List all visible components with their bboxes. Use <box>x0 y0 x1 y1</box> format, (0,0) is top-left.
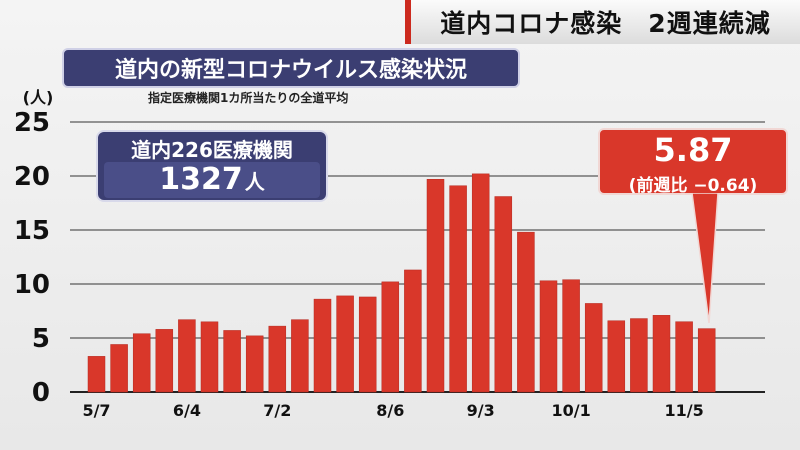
x-tick-label: 6/4 <box>173 401 201 420</box>
bar <box>539 280 558 393</box>
bar <box>562 279 580 393</box>
bar <box>584 303 603 393</box>
callout-pointer <box>691 193 719 324</box>
callout-value: 5.87 <box>653 131 733 169</box>
y-tick-label: 5 <box>32 324 50 354</box>
x-tick-label: 11/5 <box>664 401 703 420</box>
bar <box>404 269 422 393</box>
bar <box>291 319 309 393</box>
info-box-value: 1327 <box>159 162 243 197</box>
bar <box>471 173 490 393</box>
bar <box>517 231 535 393</box>
bar <box>313 298 332 393</box>
info-box: 道内226医療機関 1327 人 <box>96 130 328 202</box>
bar <box>630 318 648 393</box>
bar <box>697 328 716 393</box>
x-tick-label: 7/2 <box>263 401 291 420</box>
chart-subtitle: 指定医療機関1カ所当たりの全道平均 <box>148 91 349 105</box>
bar <box>358 296 377 393</box>
y-tick-label: 20 <box>14 162 50 192</box>
bar <box>132 333 151 393</box>
bar <box>381 281 400 393</box>
y-tick-label: 10 <box>14 270 50 300</box>
y-axis-ticks: (人) 0 5 10 15 20 25 <box>14 88 54 408</box>
bar <box>87 356 106 393</box>
headline: 道内コロナ感染 2週連続減 <box>405 0 800 44</box>
bar <box>245 335 264 393</box>
bar <box>675 321 693 393</box>
x-tick-label: 9/3 <box>467 401 495 420</box>
bar <box>652 315 671 393</box>
info-box-value-panel: 1327 人 <box>104 162 320 198</box>
bar <box>426 178 445 393</box>
chart-title: 道内の新型コロナウイルス感染状況 <box>62 48 520 88</box>
bar <box>178 319 196 393</box>
bar <box>155 329 174 393</box>
bar <box>200 321 219 393</box>
latest-value-callout: 5.87 (前週比 −0.64) <box>598 128 788 196</box>
x-tick-label: 5/7 <box>82 401 110 420</box>
bar <box>336 295 354 393</box>
bar <box>268 325 287 393</box>
info-box-unit: 人 <box>244 170 265 194</box>
bars <box>87 173 716 393</box>
y-tick-label: 0 <box>32 378 50 408</box>
bar <box>110 344 128 393</box>
bar <box>607 320 626 393</box>
bar <box>494 196 513 393</box>
bar <box>449 185 467 393</box>
x-tick-label: 8/6 <box>376 401 404 420</box>
callout-change: (前週比 −0.64) <box>628 176 758 196</box>
y-axis-unit-label: (人) <box>23 88 54 107</box>
x-axis-ticks: 5/7 6/4 7/2 8/6 9/3 10/1 11/5 <box>82 401 703 420</box>
bar <box>223 330 241 393</box>
info-box-label: 道内226医療機関 <box>131 138 293 162</box>
y-tick-label: 15 <box>14 216 50 246</box>
x-tick-label: 10/1 <box>551 401 590 420</box>
y-tick-label: 25 <box>14 108 50 138</box>
